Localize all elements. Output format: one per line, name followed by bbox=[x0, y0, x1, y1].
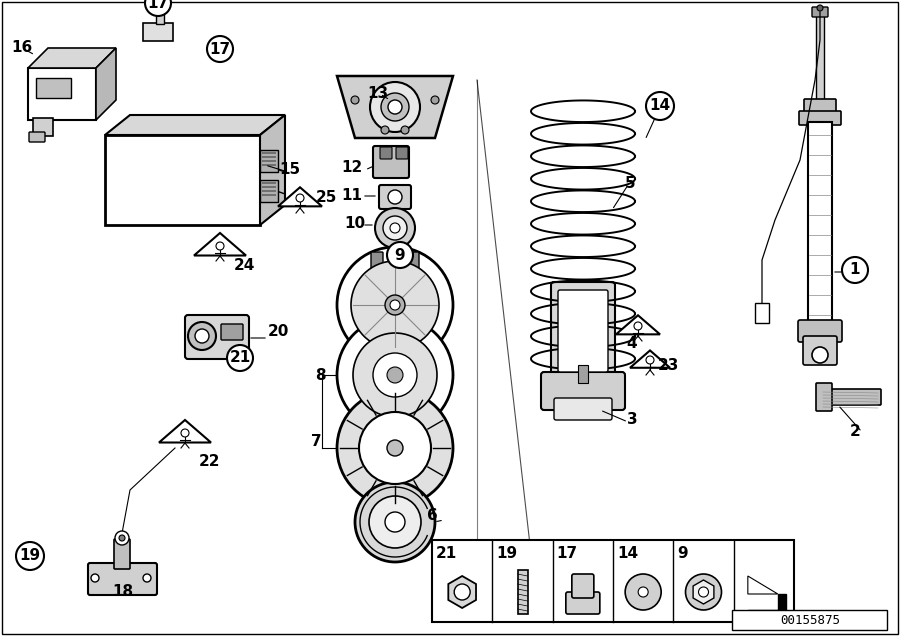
Circle shape bbox=[207, 36, 233, 62]
Text: 1: 1 bbox=[850, 263, 860, 277]
FancyBboxPatch shape bbox=[262, 194, 276, 196]
FancyBboxPatch shape bbox=[221, 324, 243, 340]
FancyBboxPatch shape bbox=[262, 186, 276, 188]
Polygon shape bbox=[448, 576, 476, 608]
Text: 8: 8 bbox=[315, 368, 325, 382]
FancyBboxPatch shape bbox=[518, 570, 527, 614]
Circle shape bbox=[390, 223, 400, 233]
Circle shape bbox=[373, 353, 417, 397]
FancyBboxPatch shape bbox=[260, 180, 278, 202]
FancyBboxPatch shape bbox=[371, 252, 383, 272]
FancyBboxPatch shape bbox=[755, 303, 769, 323]
Circle shape bbox=[351, 96, 359, 104]
Circle shape bbox=[359, 412, 431, 484]
FancyBboxPatch shape bbox=[88, 563, 157, 595]
Circle shape bbox=[143, 574, 151, 582]
Text: 17: 17 bbox=[148, 0, 168, 11]
Circle shape bbox=[381, 93, 409, 121]
FancyBboxPatch shape bbox=[29, 132, 45, 142]
FancyBboxPatch shape bbox=[554, 398, 612, 420]
Circle shape bbox=[119, 535, 125, 541]
Circle shape bbox=[383, 216, 407, 240]
FancyBboxPatch shape bbox=[799, 111, 841, 125]
Circle shape bbox=[370, 82, 420, 132]
Circle shape bbox=[626, 574, 662, 610]
Polygon shape bbox=[260, 115, 285, 225]
Text: 2: 2 bbox=[850, 424, 860, 439]
Text: 14: 14 bbox=[650, 99, 670, 113]
Text: 5: 5 bbox=[625, 177, 635, 191]
Circle shape bbox=[195, 329, 209, 343]
Circle shape bbox=[698, 587, 708, 597]
FancyBboxPatch shape bbox=[379, 185, 411, 209]
Circle shape bbox=[115, 531, 129, 545]
FancyBboxPatch shape bbox=[812, 7, 828, 17]
FancyBboxPatch shape bbox=[566, 592, 599, 614]
Text: 6: 6 bbox=[427, 509, 437, 523]
Text: 18: 18 bbox=[112, 584, 133, 600]
FancyBboxPatch shape bbox=[380, 147, 392, 159]
Text: 4: 4 bbox=[626, 336, 637, 352]
Circle shape bbox=[369, 496, 421, 548]
Text: 00155875: 00155875 bbox=[780, 614, 840, 626]
FancyBboxPatch shape bbox=[262, 156, 276, 158]
FancyBboxPatch shape bbox=[28, 68, 96, 120]
Circle shape bbox=[145, 0, 171, 16]
Text: 19: 19 bbox=[496, 546, 518, 560]
Polygon shape bbox=[28, 48, 116, 68]
Circle shape bbox=[353, 333, 437, 417]
Circle shape bbox=[91, 574, 99, 582]
Circle shape bbox=[388, 190, 402, 204]
Text: 16: 16 bbox=[12, 41, 32, 55]
Circle shape bbox=[812, 347, 828, 363]
Circle shape bbox=[381, 126, 389, 134]
Circle shape bbox=[454, 584, 470, 600]
Circle shape bbox=[388, 100, 402, 114]
FancyBboxPatch shape bbox=[808, 122, 832, 322]
Text: 9: 9 bbox=[678, 546, 688, 560]
Text: 12: 12 bbox=[341, 160, 363, 176]
Circle shape bbox=[188, 322, 216, 350]
Circle shape bbox=[385, 512, 405, 532]
Text: 22: 22 bbox=[199, 455, 220, 469]
FancyBboxPatch shape bbox=[816, 383, 832, 411]
Circle shape bbox=[337, 247, 453, 363]
FancyBboxPatch shape bbox=[373, 146, 409, 178]
Polygon shape bbox=[96, 48, 116, 120]
FancyBboxPatch shape bbox=[262, 182, 276, 184]
FancyBboxPatch shape bbox=[185, 315, 249, 359]
Text: 14: 14 bbox=[617, 546, 638, 560]
Polygon shape bbox=[105, 115, 285, 135]
Text: 7: 7 bbox=[310, 434, 321, 450]
Circle shape bbox=[337, 317, 453, 433]
FancyBboxPatch shape bbox=[551, 282, 615, 383]
Circle shape bbox=[385, 295, 405, 315]
FancyBboxPatch shape bbox=[36, 78, 71, 98]
Circle shape bbox=[355, 482, 435, 562]
Text: 15: 15 bbox=[279, 163, 301, 177]
FancyBboxPatch shape bbox=[156, 10, 164, 24]
Text: 3: 3 bbox=[626, 413, 637, 427]
Circle shape bbox=[227, 345, 253, 371]
Circle shape bbox=[638, 587, 648, 597]
Circle shape bbox=[16, 542, 44, 570]
Circle shape bbox=[375, 208, 415, 248]
FancyBboxPatch shape bbox=[572, 574, 594, 598]
Circle shape bbox=[387, 242, 413, 268]
Circle shape bbox=[351, 261, 439, 349]
FancyBboxPatch shape bbox=[260, 150, 278, 172]
FancyBboxPatch shape bbox=[143, 23, 173, 41]
Text: 19: 19 bbox=[20, 548, 40, 563]
Text: 25: 25 bbox=[315, 191, 337, 205]
Polygon shape bbox=[630, 350, 670, 368]
Text: 17: 17 bbox=[210, 41, 230, 57]
FancyBboxPatch shape bbox=[396, 147, 408, 159]
Text: 20: 20 bbox=[267, 324, 289, 340]
Circle shape bbox=[842, 257, 868, 283]
FancyBboxPatch shape bbox=[816, 12, 824, 102]
Circle shape bbox=[387, 440, 403, 456]
Text: 17: 17 bbox=[557, 546, 578, 560]
FancyBboxPatch shape bbox=[821, 389, 881, 405]
Text: 11: 11 bbox=[341, 188, 363, 204]
